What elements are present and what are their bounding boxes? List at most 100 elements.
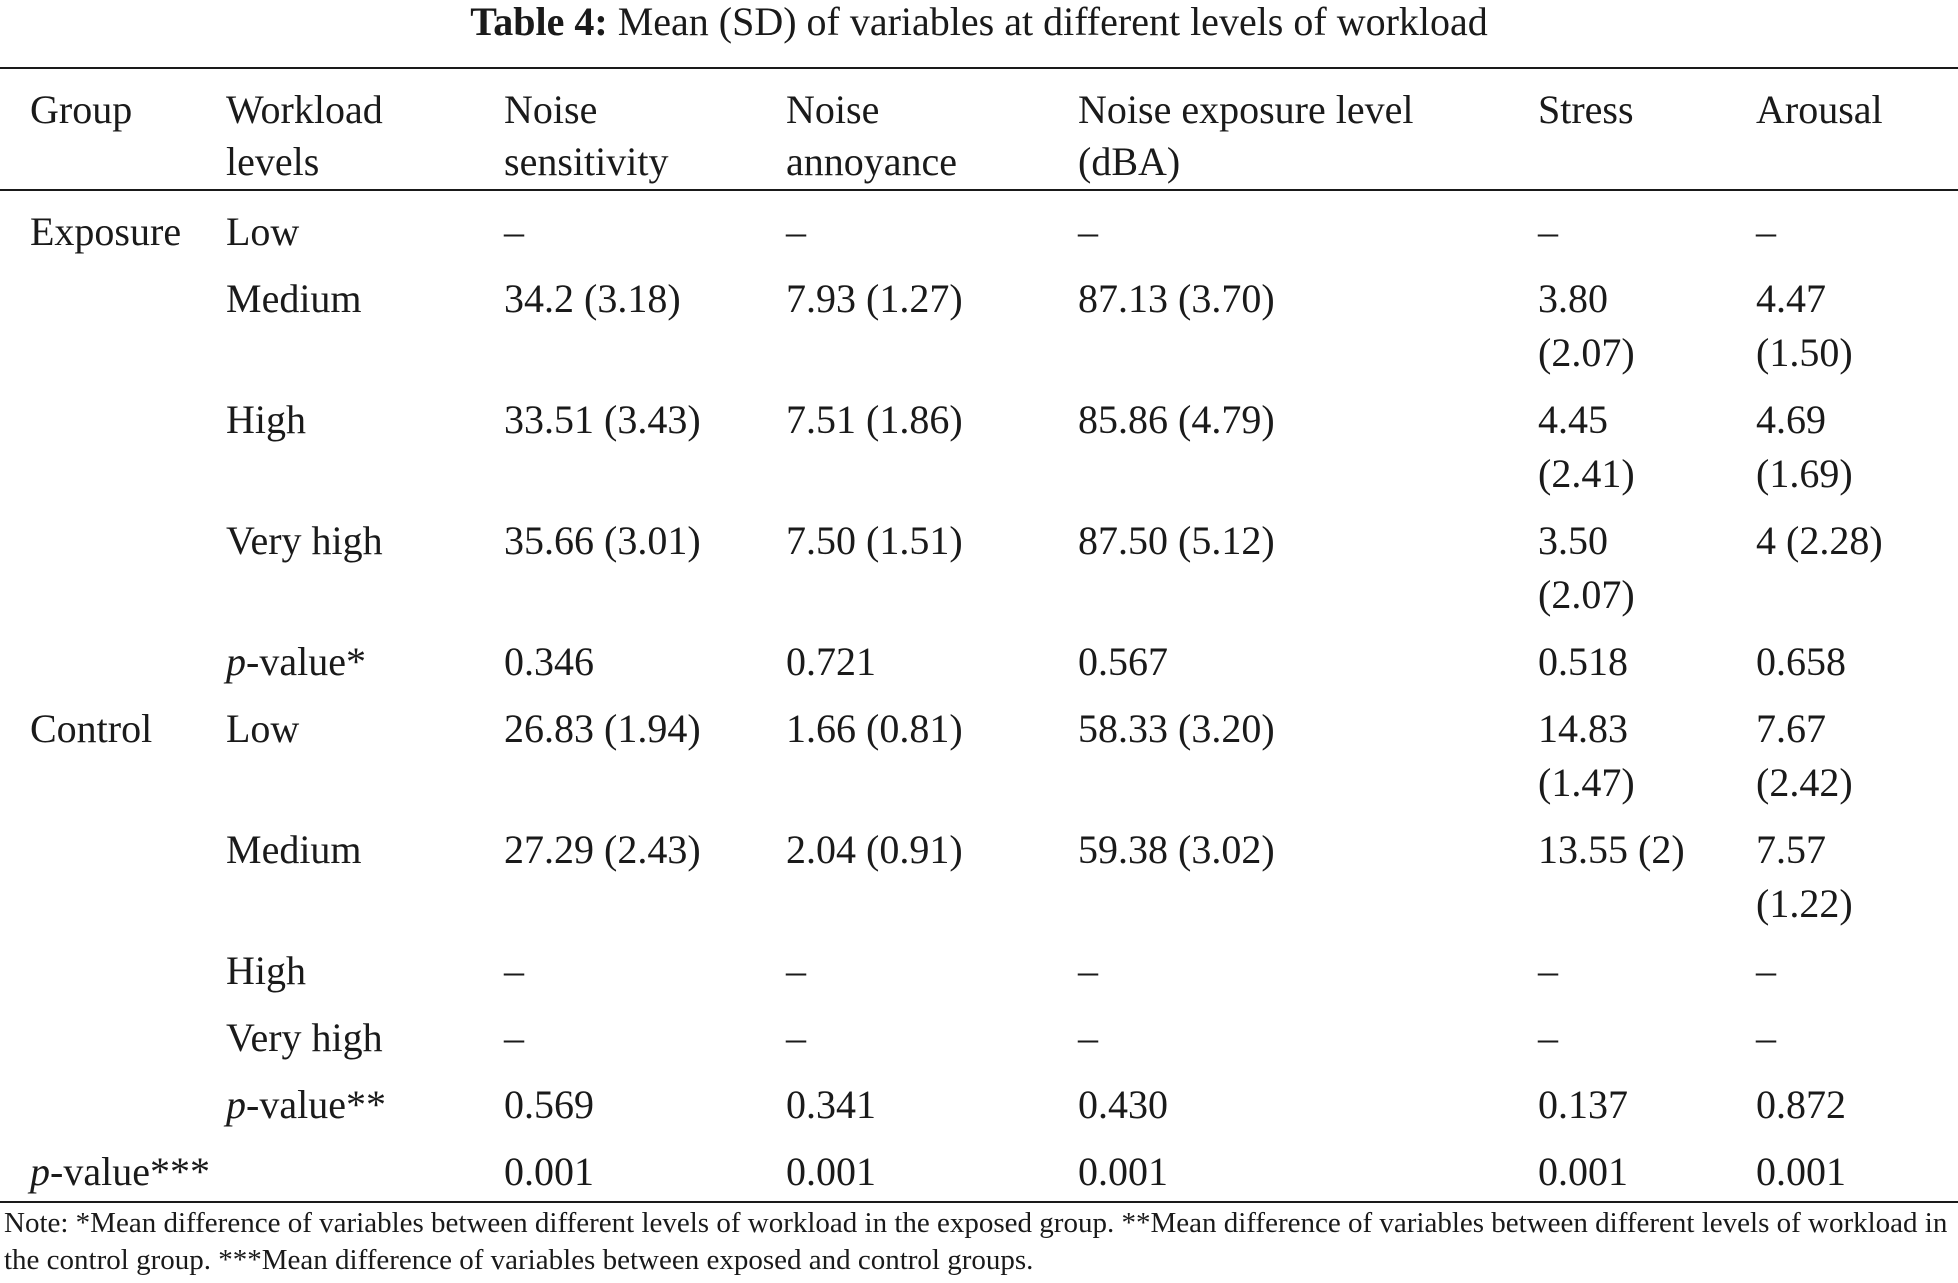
exposure-cell: 0.567	[1078, 639, 1168, 684]
sensitivity-cell: 26.83 (1.94)	[504, 706, 701, 751]
workload-cell: Low	[226, 706, 300, 751]
table-label: Table 4:	[470, 0, 608, 44]
stress-cell: 0.518	[1538, 639, 1628, 684]
header-rule	[0, 189, 1958, 191]
exposure-cell: 58.33 (3.20)	[1078, 706, 1275, 751]
sensitivity-cell: –	[504, 1015, 524, 1060]
stress-cell-sd: (2.07)	[1538, 330, 1635, 375]
sensitivity-cell: 0.346	[504, 639, 594, 684]
stress-cell: –	[1538, 1015, 1558, 1060]
annoyance-cell: –	[786, 209, 806, 254]
arousal-cell: –	[1756, 1015, 1776, 1060]
header-workload-line2: levels	[226, 139, 320, 184]
arousal-cell: 7.67	[1756, 706, 1826, 751]
group-cell: Exposure	[30, 209, 182, 254]
exposure-cell: 85.86 (4.79)	[1078, 397, 1275, 442]
header-annoyance-line1: Noise	[786, 87, 880, 132]
p-letter: p	[226, 1082, 246, 1127]
arousal-cell-sd: (2.42)	[1756, 760, 1853, 805]
workload-cell: High	[226, 948, 306, 993]
p-value-label: -value*	[246, 639, 366, 684]
arousal-cell: 7.57	[1756, 827, 1826, 872]
sensitivity-cell: 0.001	[504, 1149, 594, 1194]
header-workload-line1: Workload	[226, 87, 383, 132]
header-exposure-line2: (dBA)	[1078, 139, 1181, 184]
sensitivity-cell: 35.66 (3.01)	[504, 518, 701, 563]
stress-cell: –	[1538, 209, 1558, 254]
stress-cell: 0.137	[1538, 1082, 1628, 1127]
annoyance-cell: 0.001	[786, 1149, 876, 1194]
workload-cell: p-value**	[226, 1078, 386, 1132]
arousal-cell: –	[1756, 948, 1776, 993]
table-caption: Table 4: Mean (SD) of variables at differ…	[0, 0, 1958, 44]
bottom-rule	[0, 1201, 1958, 1203]
header-sensitivity-line2: sensitivity	[504, 139, 669, 184]
workload-cell: Very high	[226, 1015, 383, 1060]
arousal-cell: 4.47	[1756, 276, 1826, 321]
arousal-cell: 0.001	[1756, 1149, 1846, 1194]
stress-cell-sd: (2.41)	[1538, 451, 1635, 496]
stress-cell: 4.45	[1538, 397, 1608, 442]
header-sensitivity-line1: Noise	[504, 87, 598, 132]
exposure-cell: 59.38 (3.02)	[1078, 827, 1275, 872]
stress-cell: 3.80	[1538, 276, 1608, 321]
header-annoyance-line2: annoyance	[786, 139, 958, 184]
workload-cell: Low	[226, 209, 300, 254]
sensitivity-cell: 33.51 (3.43)	[504, 397, 701, 442]
p-value-label: -value**	[246, 1082, 386, 1127]
annoyance-cell: 0.341	[786, 1082, 876, 1127]
final-label-cell: p-value***	[30, 1145, 210, 1199]
annoyance-cell: 2.04 (0.91)	[786, 827, 963, 872]
p-letter: p	[30, 1149, 50, 1194]
stress-cell: 13.55 (2)	[1538, 827, 1685, 872]
annoyance-cell: 0.721	[786, 639, 876, 684]
stress-cell: 14.83	[1538, 706, 1628, 751]
arousal-cell: 0.872	[1756, 1082, 1846, 1127]
arousal-cell-sd: (1.69)	[1756, 451, 1853, 496]
p-letter: p	[226, 639, 246, 684]
arousal-cell-sd: (1.22)	[1756, 881, 1853, 926]
p-value-label: -value***	[50, 1149, 210, 1194]
exposure-cell: 0.430	[1078, 1082, 1168, 1127]
exposure-cell: 0.001	[1078, 1149, 1168, 1194]
annoyance-cell: –	[786, 1015, 806, 1060]
sensitivity-cell: 0.569	[504, 1082, 594, 1127]
header-group: Group	[30, 87, 133, 132]
arousal-cell: 4.69	[1756, 397, 1826, 442]
arousal-cell-sd: (1.50)	[1756, 330, 1853, 375]
exposure-cell: –	[1078, 948, 1098, 993]
exposure-cell: 87.13 (3.70)	[1078, 276, 1275, 321]
workload-cell: Medium	[226, 827, 362, 872]
header-arousal: Arousal	[1756, 87, 1883, 132]
arousal-cell: 0.658	[1756, 639, 1846, 684]
annoyance-cell: 1.66 (0.81)	[786, 706, 963, 751]
annoyance-cell: –	[786, 948, 806, 993]
exposure-cell: –	[1078, 209, 1098, 254]
stress-cell: –	[1538, 948, 1558, 993]
stress-cell-sd: (2.07)	[1538, 572, 1635, 617]
top-rule	[0, 67, 1958, 69]
sensitivity-cell: –	[504, 948, 524, 993]
workload-cell: High	[226, 397, 306, 442]
header-stress: Stress	[1538, 87, 1634, 132]
stress-cell-sd: (1.47)	[1538, 760, 1635, 805]
workload-cell: Very high	[226, 518, 383, 563]
table-note: Note: *Mean difference of variables betw…	[4, 1207, 1948, 1276]
stress-cell: 3.50	[1538, 518, 1608, 563]
exposure-cell: 87.50 (5.12)	[1078, 518, 1275, 563]
workload-cell: Medium	[226, 276, 362, 321]
group-cell: Control	[30, 706, 153, 751]
annoyance-cell: 7.50 (1.51)	[786, 518, 963, 563]
exposure-cell: –	[1078, 1015, 1098, 1060]
arousal-cell: 4 (2.28)	[1756, 518, 1883, 563]
annoyance-cell: 7.51 (1.86)	[786, 397, 963, 442]
arousal-cell: –	[1756, 209, 1776, 254]
sensitivity-cell: 27.29 (2.43)	[504, 827, 701, 872]
table-title: Mean (SD) of variables at different leve…	[617, 0, 1488, 44]
annoyance-cell: 7.93 (1.27)	[786, 276, 963, 321]
sensitivity-cell: 34.2 (3.18)	[504, 276, 681, 321]
workload-cell: p-value*	[226, 635, 366, 689]
stress-cell: 0.001	[1538, 1149, 1628, 1194]
sensitivity-cell: –	[504, 209, 524, 254]
header-exposure-line1: Noise exposure level	[1078, 87, 1414, 132]
